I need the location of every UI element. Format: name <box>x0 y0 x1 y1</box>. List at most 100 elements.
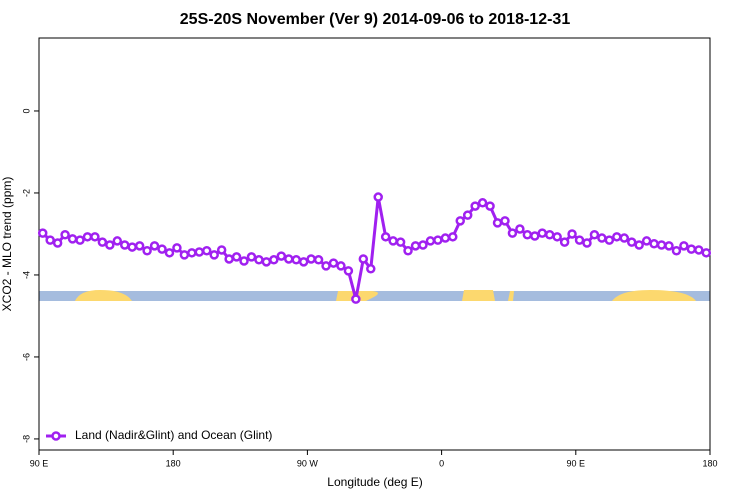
point <box>462 210 473 220</box>
point <box>679 241 689 251</box>
x-tick-label: 0 <box>439 458 444 468</box>
point <box>284 254 294 264</box>
point <box>448 232 458 242</box>
point <box>90 232 100 242</box>
y-axis-label: XCO2 - MLO trend (ppm) <box>0 177 14 312</box>
point <box>351 294 361 304</box>
point <box>209 250 219 260</box>
land-patch <box>508 291 514 301</box>
point <box>649 239 659 249</box>
point <box>589 230 600 240</box>
point <box>433 235 443 245</box>
chart-title: 25S-20S November (Ver 9) 2014-09-06 to 2… <box>180 11 571 28</box>
point <box>97 237 108 247</box>
point <box>216 245 227 255</box>
point <box>224 254 234 264</box>
point <box>358 254 369 264</box>
point <box>425 236 436 246</box>
point <box>127 242 137 252</box>
point <box>634 240 644 250</box>
point <box>515 224 525 234</box>
point <box>239 256 249 266</box>
y-tick-label: -8 <box>21 435 31 443</box>
point <box>149 241 160 251</box>
point <box>440 233 451 243</box>
point <box>410 241 421 251</box>
point <box>231 252 242 262</box>
point <box>492 218 503 228</box>
point <box>664 241 674 251</box>
x-tick-label: 90 E <box>30 458 49 468</box>
point <box>60 230 70 240</box>
land-ocean-band <box>39 290 710 301</box>
point <box>291 255 301 265</box>
point <box>537 228 547 238</box>
point <box>380 232 391 242</box>
point <box>641 236 652 246</box>
point <box>328 258 339 268</box>
point <box>455 216 465 226</box>
point <box>142 246 152 256</box>
y-tick-label: -2 <box>21 189 31 197</box>
point <box>544 230 555 240</box>
y-tick-label: -4 <box>21 271 31 279</box>
point <box>582 238 592 248</box>
point <box>119 240 130 250</box>
point <box>298 257 309 267</box>
plot-frame <box>38 37 711 451</box>
land-patch <box>462 290 495 301</box>
point <box>522 230 533 240</box>
point <box>485 201 495 211</box>
point <box>112 236 123 246</box>
point <box>552 232 562 242</box>
x-tick-label: 180 <box>702 458 717 468</box>
x-tick-label: 90 W <box>297 458 319 468</box>
legend-marker <box>51 431 61 441</box>
point <box>619 233 630 243</box>
point <box>470 201 480 211</box>
point <box>75 235 85 245</box>
y-tick-label: -6 <box>21 353 31 361</box>
point <box>269 255 279 265</box>
point <box>507 228 518 238</box>
point <box>246 252 257 262</box>
point <box>37 228 48 238</box>
point <box>157 244 167 254</box>
point <box>134 241 145 251</box>
point <box>403 246 413 256</box>
point <box>343 266 354 276</box>
point <box>597 233 607 243</box>
point <box>82 232 93 242</box>
point <box>202 246 212 256</box>
point <box>559 237 570 247</box>
point <box>686 244 697 254</box>
point <box>477 198 488 208</box>
point <box>52 238 63 248</box>
x-tick-label: 90 E <box>567 458 586 468</box>
point <box>418 240 428 250</box>
point <box>45 235 55 245</box>
x-axis-label: Longitude (deg E) <box>327 475 422 489</box>
point <box>164 248 175 258</box>
point <box>701 248 712 258</box>
point <box>694 245 704 255</box>
point <box>388 236 398 246</box>
point <box>530 231 540 241</box>
point <box>671 246 682 256</box>
point <box>67 234 78 244</box>
y-tick-label: 0 <box>21 108 31 113</box>
point <box>604 235 615 245</box>
point <box>172 243 182 253</box>
point <box>656 240 667 250</box>
point <box>187 248 197 258</box>
point <box>261 257 272 267</box>
point <box>500 216 510 226</box>
point <box>612 232 622 242</box>
legend-label: Land (Nadir&Glint) and Ocean (Glint) <box>75 428 272 442</box>
point <box>313 255 324 265</box>
point <box>567 229 577 239</box>
x-tick-label: 180 <box>166 458 181 468</box>
point <box>373 192 383 202</box>
